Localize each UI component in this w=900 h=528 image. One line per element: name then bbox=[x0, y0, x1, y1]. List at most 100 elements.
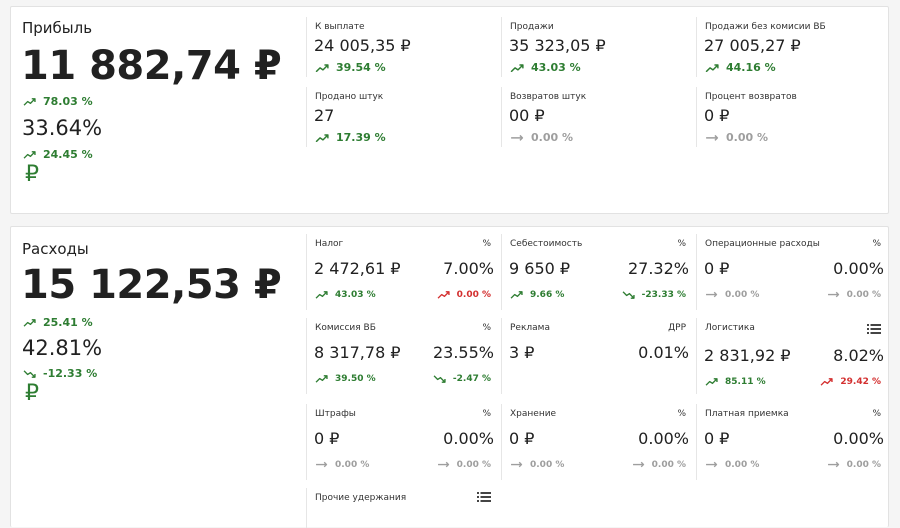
trend-icon bbox=[510, 291, 523, 300]
main-percent: 42.81% bbox=[22, 336, 103, 360]
metric-value: 0 ₽ bbox=[509, 429, 535, 448]
metric-label: К выплате bbox=[315, 22, 365, 32]
list-icon[interactable] bbox=[477, 492, 491, 502]
expenses-card: Расходы 15 122,53 ₽ 25.41 % 42.81% -12.33 % ₽… bbox=[10, 226, 889, 528]
metric-percent: 27.32% bbox=[627, 259, 689, 278]
trend-icon bbox=[632, 462, 644, 468]
metric-value: 00 ₽ bbox=[509, 106, 545, 125]
section-title: Расходы bbox=[22, 240, 89, 258]
metric-cell: Штрафы% 0 ₽ 0.00% 0.00 % 0.00 % bbox=[306, 404, 502, 480]
metric-label: Налог bbox=[315, 239, 344, 249]
trend-icon bbox=[705, 378, 718, 387]
trend-icon bbox=[23, 370, 36, 378]
metric-cell: Хранение% 0 ₽ 0.00% 0.00 % 0.00 % bbox=[501, 404, 697, 480]
metric-percent: 0.01% bbox=[638, 343, 689, 362]
metric-cell: Реклама ДРР 3 ₽ 0.01% bbox=[501, 318, 697, 394]
metric-side-label: % bbox=[872, 239, 881, 249]
metric-value: 0 ₽ bbox=[314, 429, 340, 448]
trend-text: 0.00 % bbox=[725, 290, 760, 300]
metric-percent: 7.00% bbox=[443, 259, 494, 278]
trend-icon bbox=[23, 151, 36, 159]
metric-percent: 0.00% bbox=[833, 259, 884, 278]
metric-value: 9 650 ₽ bbox=[509, 259, 571, 278]
metric-percent: 0.00% bbox=[443, 429, 494, 448]
trend-icon bbox=[706, 134, 719, 141]
metric-percent: 0.00% bbox=[638, 429, 689, 448]
trend-text: 0.00 % bbox=[335, 460, 370, 470]
trend-icon bbox=[315, 133, 329, 142]
trend-text: 0.00 % bbox=[651, 460, 686, 470]
metric-value: 0 ₽ bbox=[704, 429, 730, 448]
metric-side-label: ДРР bbox=[668, 323, 686, 333]
metric-value: 2 831,92 ₽ bbox=[704, 346, 791, 365]
trend-icon bbox=[437, 291, 450, 300]
trend: 44.16 % bbox=[705, 61, 776, 74]
metric-side-label: % bbox=[482, 409, 491, 419]
metric-value: 24 005,35 ₽ bbox=[314, 36, 411, 55]
metric-label: Прочие удержания bbox=[315, 493, 407, 503]
trend: 25.41 % bbox=[23, 316, 93, 329]
trend-text: 0.00 % bbox=[846, 460, 881, 470]
trend: 0.00 % bbox=[437, 290, 491, 300]
page: Прибыль 11 882,74 ₽ 78.03 % 33.64% 24.45 % ₽ К… bbox=[10, 6, 889, 528]
trend-icon bbox=[23, 319, 36, 327]
trend: 17.39 % bbox=[315, 131, 386, 144]
trend: 0.00 % bbox=[510, 460, 564, 470]
trend-text: 39.54 % bbox=[336, 61, 386, 74]
list-icon[interactable] bbox=[867, 324, 881, 334]
metric-percent: 23.55% bbox=[432, 343, 494, 362]
metric-label: Возвратов штук bbox=[510, 92, 587, 102]
metric-label: Продано штук bbox=[315, 92, 384, 102]
trend-text: 39.50 % bbox=[335, 374, 376, 384]
trend-text: 78.03 % bbox=[43, 95, 93, 108]
trend-icon bbox=[510, 63, 524, 72]
metric-cell: Продажи без комисии ВБ 27 005,27 ₽ 44.16 % bbox=[696, 17, 892, 77]
trend-text: -23.33 % bbox=[641, 290, 686, 300]
trend-text: 0.00 % bbox=[456, 290, 491, 300]
trend-text: 29.42 % bbox=[840, 377, 881, 387]
metric-value: 0 ₽ bbox=[704, 259, 730, 278]
main-percent: 33.64% bbox=[22, 116, 103, 140]
trend-text: 25.41 % bbox=[43, 316, 93, 329]
metric-side-label: % bbox=[677, 239, 686, 249]
metric-label: Продажи bbox=[510, 22, 554, 32]
trend: -12.33 % bbox=[23, 367, 97, 380]
metric-value: 0 ₽ bbox=[704, 106, 730, 125]
trend-icon bbox=[315, 291, 328, 300]
metric-label: Себестоимость bbox=[510, 239, 583, 249]
trend: 0.00 % bbox=[705, 131, 768, 144]
trend-icon bbox=[706, 292, 718, 298]
trend-text: 43.03 % bbox=[335, 290, 376, 300]
metric-cell: Комиссия ВБ% 8 317,78 ₽ 23.55% 39.50 % -2.47… bbox=[306, 318, 502, 394]
trend-icon bbox=[437, 462, 449, 468]
trend: 85.11 % bbox=[705, 377, 766, 387]
trend-icon bbox=[23, 98, 36, 106]
profit-card: Прибыль 11 882,74 ₽ 78.03 % 33.64% 24.45 % ₽ К… bbox=[10, 6, 889, 214]
trend: 0.00 % bbox=[705, 460, 759, 470]
metric-side-label: % bbox=[482, 239, 491, 249]
metric-value: 27 005,27 ₽ bbox=[704, 36, 801, 55]
metric-cell: Налог% 2 472,61 ₽ 7.00% 43.03 % 0.00 % bbox=[306, 234, 502, 310]
trend: 78.03 % bbox=[23, 95, 93, 108]
metric-label: Реклама bbox=[510, 323, 550, 333]
section-title: Прибыль bbox=[22, 19, 93, 37]
trend: -23.33 % bbox=[622, 290, 686, 300]
metric-cell: Продано штук 27 17.39 % bbox=[306, 87, 502, 147]
metric-side-label: % bbox=[482, 323, 491, 333]
trend-text: 85.11 % bbox=[725, 377, 766, 387]
currency-icon: ₽ bbox=[25, 381, 39, 406]
metric-value: 3 ₽ bbox=[509, 343, 535, 362]
metric-percent: 0.00% bbox=[833, 429, 884, 448]
trend-icon bbox=[315, 375, 328, 384]
metric-label: Платная приемка bbox=[705, 409, 789, 419]
trend: 29.42 % bbox=[820, 377, 881, 387]
metric-side-label: % bbox=[677, 409, 686, 419]
trend-icon bbox=[511, 462, 523, 468]
trend: 0.00 % bbox=[705, 290, 759, 300]
metric-label: Логистика bbox=[705, 323, 755, 333]
trend: 39.50 % bbox=[315, 374, 376, 384]
trend-text: 9.66 % bbox=[530, 290, 565, 300]
trend-icon bbox=[315, 63, 329, 72]
trend-icon bbox=[622, 291, 635, 300]
metric-side-label: % bbox=[872, 409, 881, 419]
